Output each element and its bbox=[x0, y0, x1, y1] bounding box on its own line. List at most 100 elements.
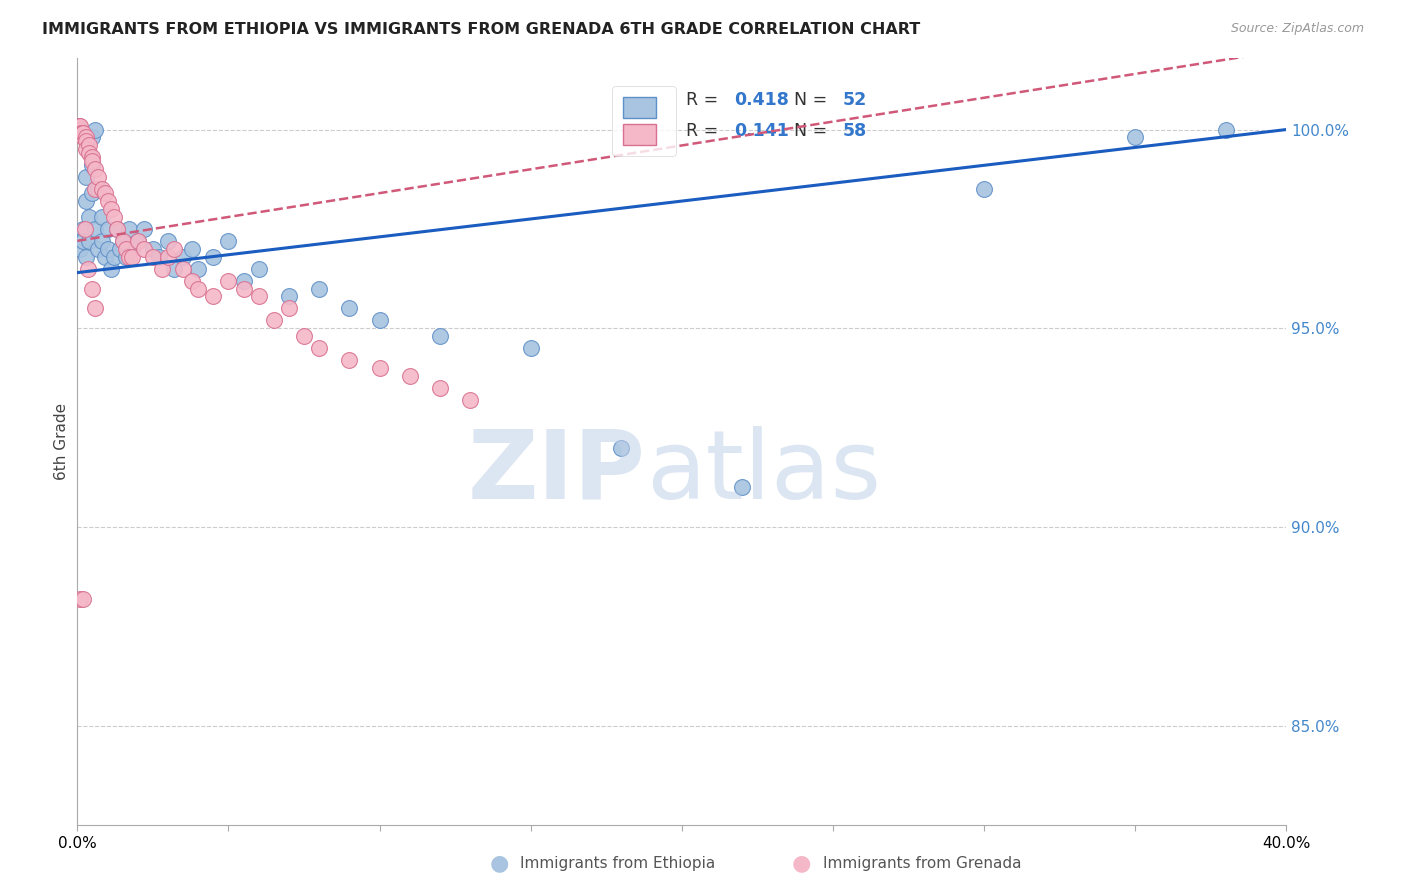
Text: N =: N = bbox=[794, 122, 834, 140]
Point bbox=[202, 250, 225, 264]
Point bbox=[121, 242, 143, 256]
Point bbox=[69, 242, 91, 256]
Point bbox=[187, 261, 209, 276]
Point bbox=[105, 222, 128, 236]
Point bbox=[84, 162, 107, 177]
Point bbox=[73, 222, 96, 236]
Point bbox=[114, 242, 136, 256]
Point bbox=[72, 234, 94, 248]
Point bbox=[150, 261, 173, 276]
Point bbox=[232, 281, 254, 295]
Point bbox=[142, 250, 165, 264]
Point bbox=[69, 591, 91, 606]
Point bbox=[278, 289, 301, 303]
Point bbox=[84, 182, 107, 196]
Point bbox=[247, 261, 270, 276]
Point bbox=[218, 234, 240, 248]
Point bbox=[100, 261, 122, 276]
Point bbox=[1123, 130, 1146, 145]
Point bbox=[1215, 122, 1237, 136]
Point bbox=[84, 122, 107, 136]
Point bbox=[93, 186, 115, 201]
Point bbox=[218, 274, 240, 288]
Point bbox=[111, 234, 134, 248]
Point bbox=[202, 289, 225, 303]
Point bbox=[118, 250, 141, 264]
Point bbox=[148, 250, 170, 264]
Point bbox=[82, 186, 104, 201]
Point bbox=[67, 122, 90, 136]
Point bbox=[72, 222, 94, 236]
Text: IMMIGRANTS FROM ETHIOPIA VS IMMIGRANTS FROM GRENADA 6TH GRADE CORRELATION CHART: IMMIGRANTS FROM ETHIOPIA VS IMMIGRANTS F… bbox=[42, 22, 921, 37]
Point bbox=[82, 158, 104, 172]
Point bbox=[90, 182, 112, 196]
Point bbox=[610, 441, 633, 455]
Point bbox=[172, 250, 194, 264]
Text: 0.141: 0.141 bbox=[734, 122, 789, 140]
Point bbox=[181, 274, 204, 288]
Point bbox=[75, 135, 97, 149]
Text: atlas: atlas bbox=[645, 425, 880, 519]
Text: 52: 52 bbox=[842, 91, 868, 109]
Point bbox=[96, 222, 118, 236]
Point bbox=[67, 119, 90, 133]
Text: Immigrants from Ethiopia: Immigrants from Ethiopia bbox=[520, 856, 716, 871]
Text: R =: R = bbox=[686, 122, 723, 140]
Point bbox=[429, 329, 451, 343]
Legend: , : , bbox=[613, 87, 675, 156]
Point bbox=[70, 127, 93, 141]
Point bbox=[163, 242, 186, 256]
Point bbox=[77, 261, 100, 276]
Point bbox=[163, 261, 186, 276]
Point bbox=[187, 281, 209, 295]
Point bbox=[72, 130, 94, 145]
Point bbox=[142, 242, 165, 256]
Point bbox=[96, 194, 118, 208]
Point bbox=[67, 119, 90, 133]
Point bbox=[69, 122, 91, 136]
Point bbox=[118, 222, 141, 236]
Point bbox=[292, 329, 315, 343]
Point bbox=[181, 242, 204, 256]
Text: ZIP: ZIP bbox=[468, 425, 645, 519]
Text: ●: ● bbox=[489, 854, 509, 873]
Point bbox=[87, 182, 110, 196]
Point bbox=[399, 368, 422, 383]
Point bbox=[429, 381, 451, 395]
Point bbox=[731, 480, 754, 494]
Point bbox=[75, 170, 97, 185]
Point bbox=[72, 591, 94, 606]
Point bbox=[100, 202, 122, 216]
Point bbox=[79, 138, 101, 153]
Point bbox=[157, 234, 180, 248]
Point bbox=[82, 154, 104, 169]
Point bbox=[103, 210, 125, 224]
Point bbox=[337, 353, 360, 368]
Text: N =: N = bbox=[794, 91, 834, 109]
Point bbox=[368, 361, 391, 376]
Point bbox=[337, 301, 360, 316]
Point bbox=[103, 250, 125, 264]
Point bbox=[67, 119, 90, 133]
Point bbox=[82, 130, 104, 145]
Point bbox=[70, 127, 93, 141]
Point bbox=[90, 210, 112, 224]
Point bbox=[263, 313, 285, 327]
Text: ●: ● bbox=[792, 854, 811, 873]
Point bbox=[66, 119, 89, 133]
Point bbox=[232, 274, 254, 288]
Point bbox=[84, 301, 107, 316]
Y-axis label: 6th Grade: 6th Grade bbox=[53, 403, 69, 480]
Point bbox=[368, 313, 391, 327]
Point bbox=[520, 341, 543, 355]
Point bbox=[132, 242, 155, 256]
Point bbox=[69, 122, 91, 136]
Point bbox=[111, 234, 134, 248]
Point bbox=[308, 281, 330, 295]
Text: 58: 58 bbox=[842, 122, 868, 140]
Point bbox=[278, 301, 301, 316]
Text: Source: ZipAtlas.com: Source: ZipAtlas.com bbox=[1230, 22, 1364, 36]
Point bbox=[308, 341, 330, 355]
Point bbox=[127, 234, 149, 248]
Point bbox=[82, 150, 104, 164]
